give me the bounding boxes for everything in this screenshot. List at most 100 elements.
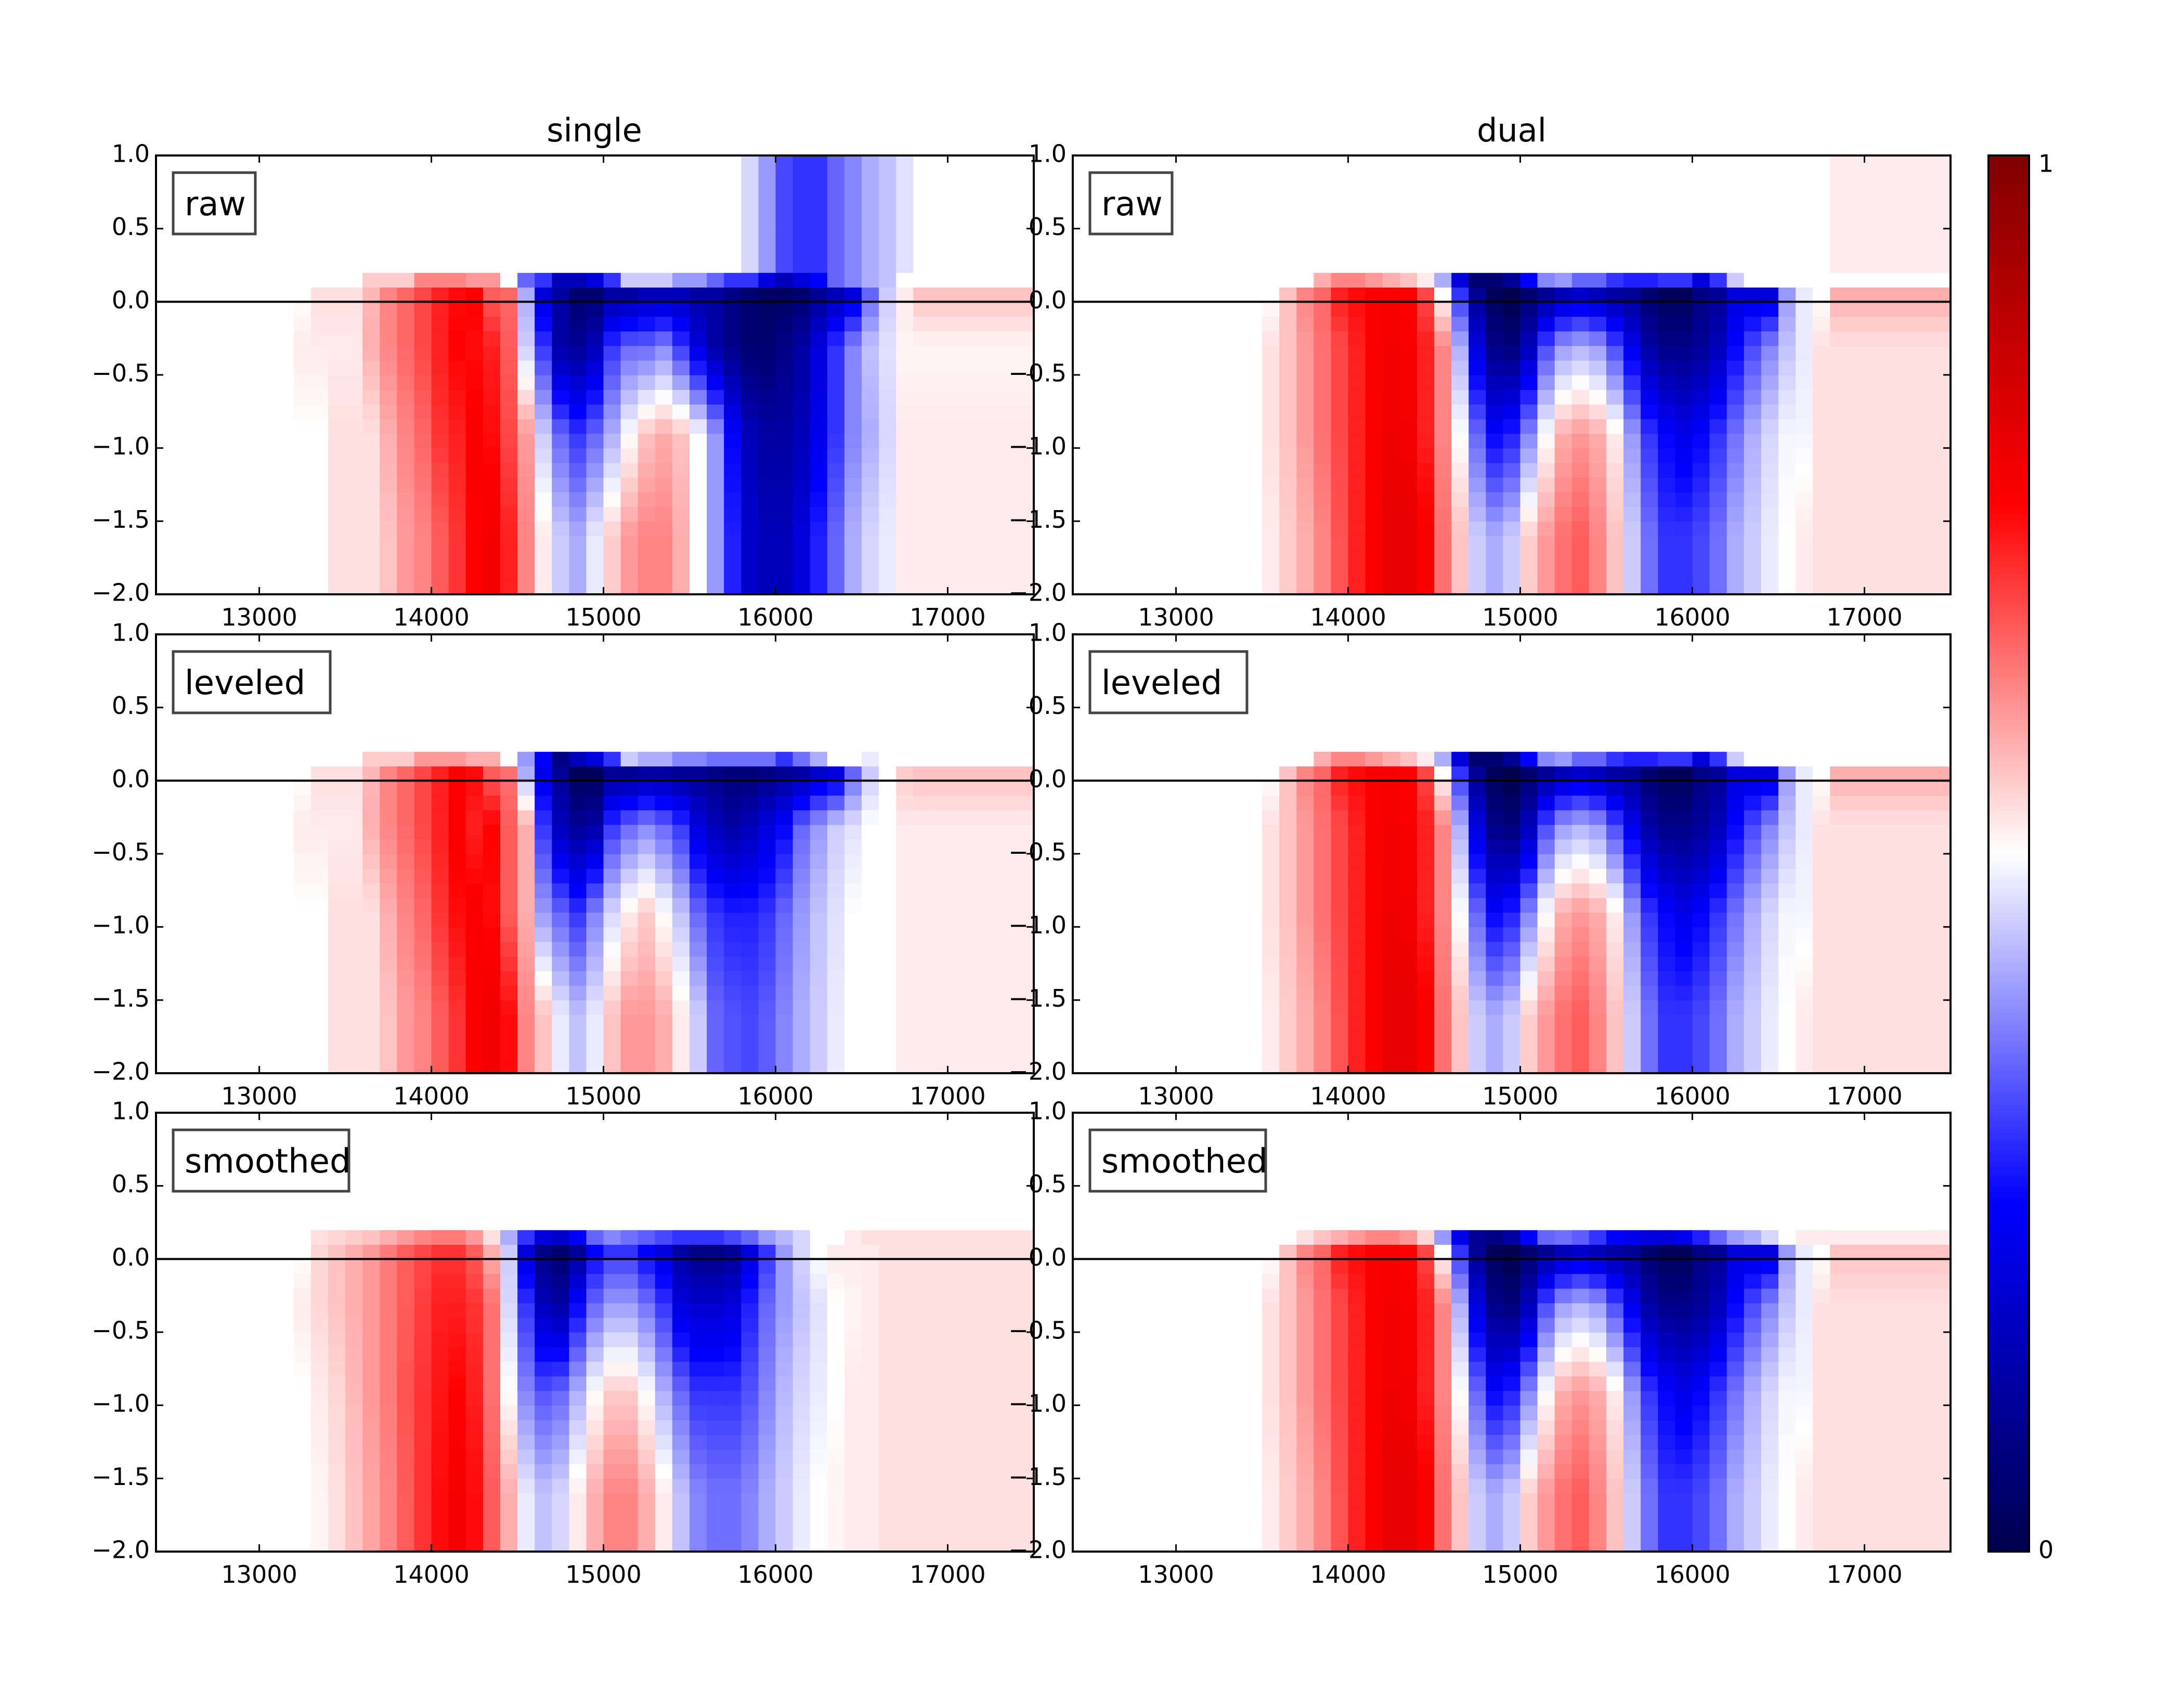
heatmap-cell (758, 707, 776, 723)
heatmap-cell (810, 634, 828, 649)
heatmap-cell (1778, 214, 1796, 229)
heatmap-cell (414, 257, 432, 273)
heatmap-cell (999, 257, 1017, 273)
heatmap-cell (913, 663, 931, 679)
heatmap-cell (862, 956, 879, 971)
heatmap-cell (827, 550, 845, 566)
heatmap-cell (1537, 214, 1555, 229)
heatmap-cell (724, 912, 742, 928)
heatmap-cell (707, 404, 724, 420)
heatmap-cell (603, 419, 621, 434)
heatmap-cell (1417, 272, 1435, 288)
heatmap-cell (792, 912, 811, 928)
heatmap-cell (1916, 492, 1934, 507)
heatmap-cell (862, 228, 879, 244)
heatmap-cell (1016, 404, 1034, 420)
heatmap-cell (1417, 579, 1435, 594)
heatmap-cell (844, 565, 862, 580)
heatmap-cell (999, 199, 1017, 215)
heatmap-cell (483, 985, 501, 1001)
heatmap-cell (775, 331, 794, 346)
heatmap-cell (655, 707, 673, 723)
heatmap-cell (690, 214, 707, 229)
y-tick-label: 0.5 (112, 692, 150, 720)
heatmap-cell (862, 345, 879, 361)
heatmap-cell (1744, 492, 1762, 507)
heatmap-cell (775, 780, 794, 796)
heatmap-cell (259, 375, 277, 390)
heatmap-cell (913, 1044, 931, 1059)
heatmap-cell (1193, 331, 1211, 346)
heatmap-cell (1537, 433, 1555, 449)
heatmap-cell (1365, 477, 1383, 492)
heatmap-cell (947, 1029, 966, 1045)
heatmap-cell (862, 985, 879, 1001)
heatmap-cell (965, 448, 983, 463)
heatmap-cell (1227, 155, 1245, 171)
heatmap-cell (362, 912, 381, 928)
heatmap-cell (500, 199, 518, 215)
heatmap-cell (741, 634, 759, 649)
heatmap-cell (827, 375, 845, 390)
heatmap-cell (156, 272, 174, 288)
heatmap-cell (1399, 257, 1418, 273)
heatmap-cell (414, 941, 432, 957)
heatmap-cell (1468, 199, 1487, 215)
heatmap-cell (1847, 389, 1865, 405)
heatmap-cell (156, 824, 174, 840)
heatmap-cell (1348, 331, 1366, 346)
heatmap-cell (999, 579, 1017, 594)
heatmap-cell (1606, 550, 1624, 566)
heatmap-cell (225, 360, 243, 375)
heatmap-cell (741, 751, 759, 766)
heatmap-cell (810, 1014, 828, 1030)
heatmap-cell (999, 795, 1017, 811)
heatmap-cell (500, 155, 518, 171)
heatmap-cell (1451, 477, 1470, 492)
heatmap-cell (1296, 345, 1315, 361)
heatmap-cell (1331, 521, 1349, 537)
heatmap-cell (552, 854, 570, 869)
heatmap-cell (1279, 214, 1297, 229)
heatmap-cell (792, 722, 811, 737)
heatmap-cell (1451, 433, 1470, 449)
heatmap-cell (913, 462, 931, 478)
panel-label-box (172, 171, 257, 236)
heatmap-cell (569, 404, 587, 420)
heatmap-cell (827, 462, 845, 478)
heatmap-cell (724, 331, 742, 346)
heatmap-cell (1726, 1014, 1745, 1030)
heatmap-cell (999, 462, 1017, 478)
heatmap-cell (1641, 1014, 1659, 1030)
heatmap-cell (207, 751, 226, 766)
heatmap-cell (775, 214, 794, 229)
heatmap-cell (896, 1014, 914, 1030)
heatmap-cell (173, 345, 191, 361)
heatmap-cell (276, 375, 294, 390)
heatmap-cell (380, 1029, 398, 1045)
heatmap-cell (1468, 1029, 1487, 1045)
heatmap-cell (465, 736, 484, 752)
heatmap-cell (1107, 316, 1125, 332)
heatmap-cell (1090, 302, 1108, 317)
heatmap-cell (1399, 360, 1418, 375)
heatmap-cell (896, 170, 914, 185)
heatmap-cell (741, 170, 759, 185)
heatmap-cell (414, 883, 432, 898)
heatmap-cell (1726, 1000, 1745, 1015)
heatmap-cell (1537, 462, 1555, 478)
heatmap-cell (1658, 579, 1676, 594)
heatmap-cell (999, 868, 1017, 883)
heatmap-cell (259, 345, 277, 361)
heatmap-cell (431, 404, 449, 420)
heatmap-cell (1933, 433, 1951, 449)
heatmap-cell (397, 927, 415, 942)
heatmap-cell (930, 1058, 948, 1073)
heatmap-cell (1606, 360, 1624, 375)
heatmap-cell (1417, 170, 1435, 185)
heatmap-cell (655, 883, 673, 898)
heatmap-cell (741, 1000, 759, 1015)
heatmap-cell (1658, 185, 1676, 200)
heatmap-cell (276, 360, 294, 375)
heatmap-cell (638, 722, 656, 737)
